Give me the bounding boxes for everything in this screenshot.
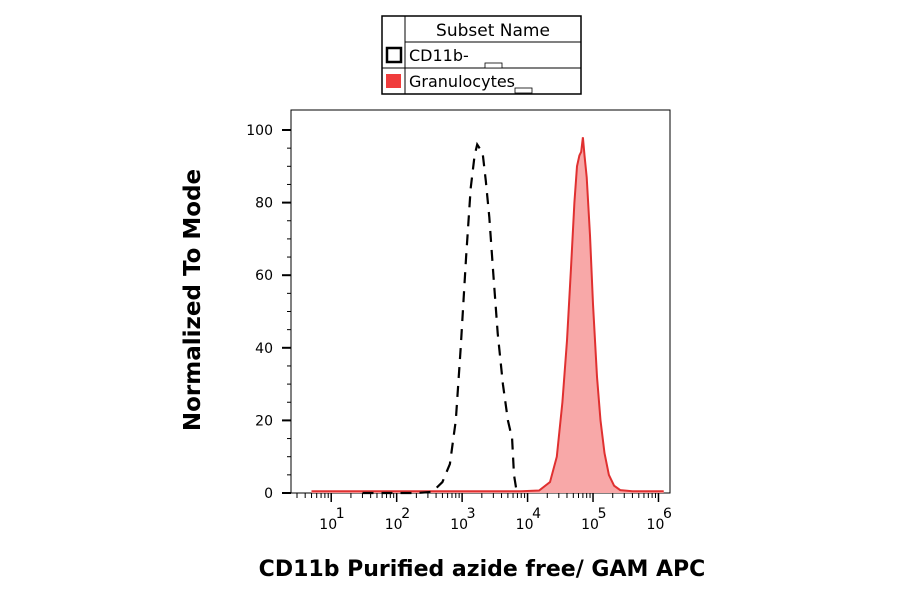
series-layer — [311, 137, 664, 495]
legend-header: Subset Name — [436, 21, 550, 41]
legend-marker-box — [514, 87, 533, 94]
legend-label-granulocytes: Granulocytes — [409, 72, 515, 91]
legend-label-cd11b-neg: CD11b- — [409, 46, 469, 65]
series-area-granulocytes — [311, 137, 664, 494]
x-tick-label: 10 — [319, 517, 337, 533]
legend: Subset Name CD11b- Granulocytes — [381, 15, 582, 95]
series-line-granulocytes — [311, 137, 664, 493]
x-tick-label: 10 — [385, 517, 403, 533]
y-tick-label: 20 — [255, 413, 273, 429]
x-tick-exponent: 2 — [401, 506, 410, 522]
y-tick-label: 80 — [255, 196, 273, 212]
plot-frame — [290, 109, 671, 494]
x-axis-title: CD11b Purified azide free/ GAM APC — [259, 557, 706, 582]
legend-frame — [381, 15, 582, 95]
x-tick-exponent: 4 — [532, 506, 541, 522]
y-axis-title: Normalized To Mode — [180, 169, 206, 431]
legend-marker-box — [484, 62, 503, 69]
x-tick-label: 10 — [581, 517, 599, 533]
legend-swatch-granulocytes — [386, 74, 401, 88]
x-tick-label: 10 — [516, 517, 534, 533]
y-tick-label: 100 — [246, 123, 273, 139]
series-line-cd11b-neg — [362, 141, 520, 495]
y-tick-label: 60 — [255, 268, 273, 284]
x-tick-label: 10 — [647, 517, 665, 533]
x-tick-exponent: 3 — [467, 506, 476, 522]
x-tick-exponent: 6 — [663, 506, 672, 522]
x-tick-exponent: 1 — [336, 506, 345, 522]
legend-swatch-cd11b-neg — [385, 46, 403, 64]
x-tick-label: 10 — [450, 517, 468, 533]
y-tick-label: 40 — [255, 341, 273, 357]
x-tick-exponent: 5 — [598, 506, 607, 522]
y-tick-label: 0 — [264, 486, 273, 502]
